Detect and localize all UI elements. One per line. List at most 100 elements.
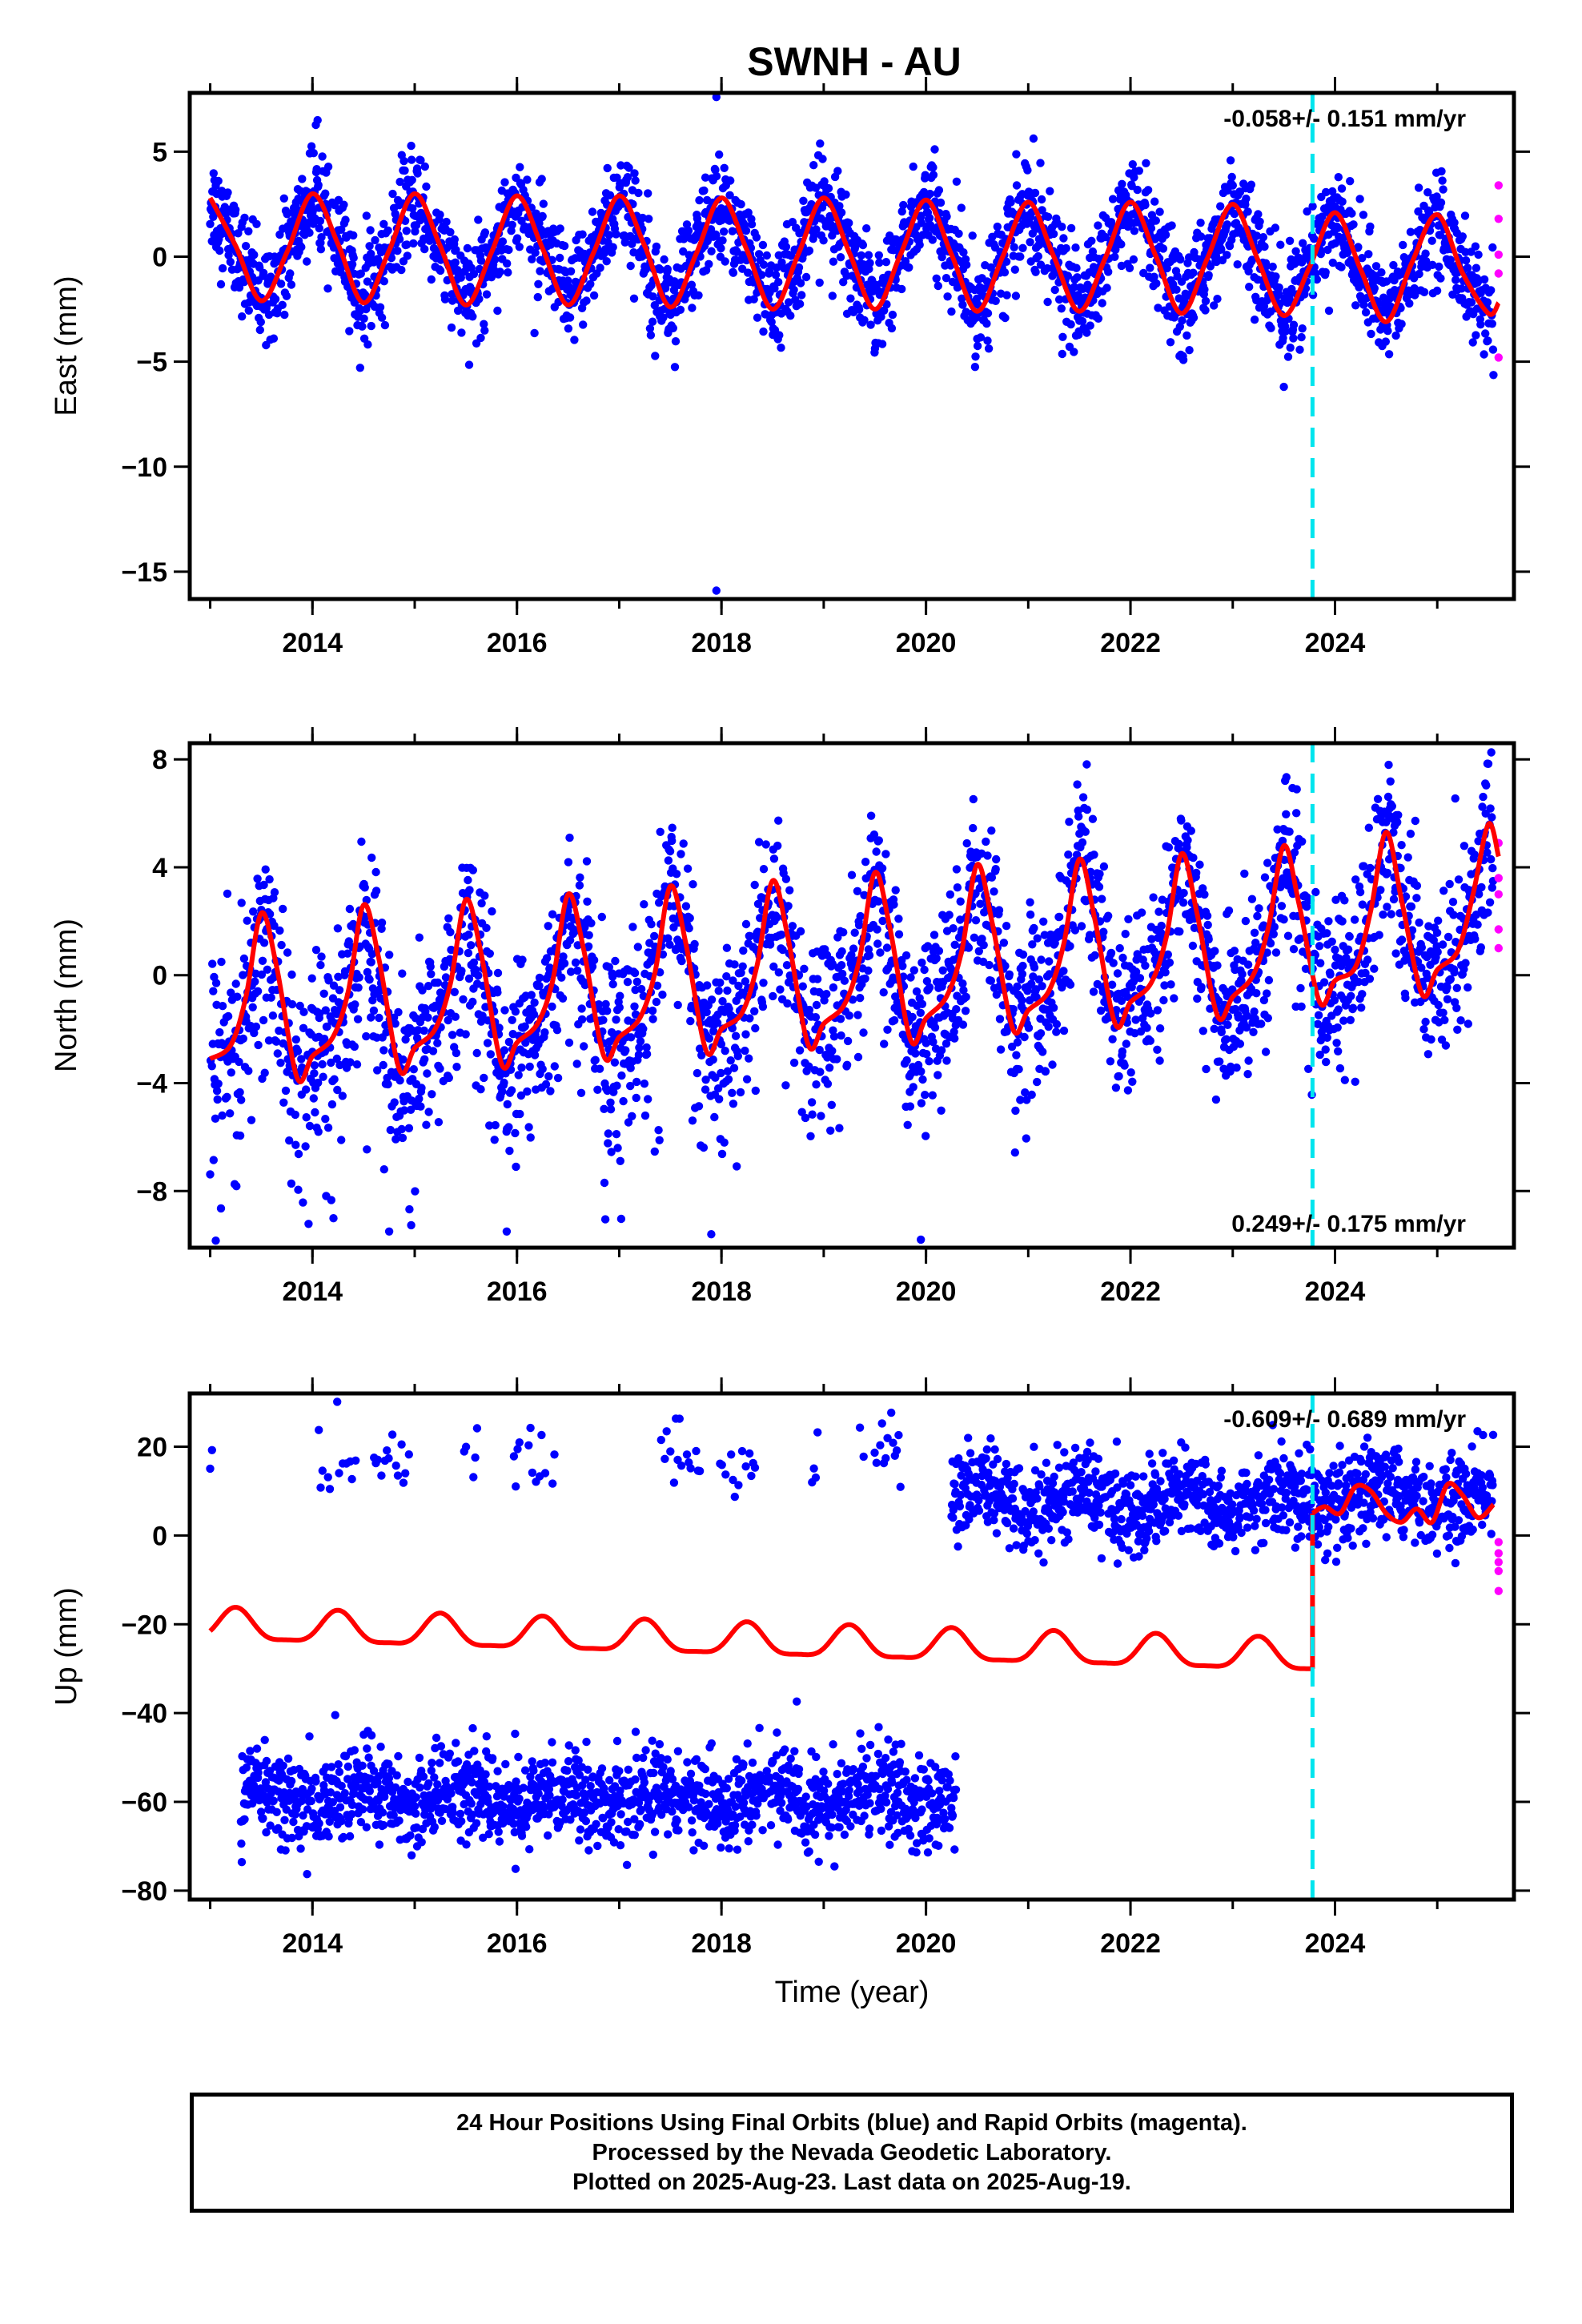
data-point <box>1155 1024 1165 1033</box>
data-point <box>420 1055 429 1064</box>
data-point <box>1038 1047 1047 1056</box>
data-point <box>235 1131 245 1140</box>
data-point <box>390 1098 399 1107</box>
data-point <box>209 169 218 178</box>
data-point <box>1052 1027 1061 1036</box>
data-point <box>612 1015 620 1024</box>
data-point <box>652 242 661 251</box>
data-point <box>371 867 380 877</box>
data-point <box>1146 263 1154 272</box>
data-point <box>862 224 871 233</box>
data-point <box>424 1108 433 1116</box>
data-point <box>1037 955 1046 964</box>
data-point <box>1182 843 1191 852</box>
data-point <box>942 274 951 283</box>
data-point <box>526 1133 535 1142</box>
data-point <box>465 886 474 895</box>
data-point <box>1487 286 1496 295</box>
data-point <box>616 1156 624 1166</box>
data-point <box>1450 218 1459 227</box>
data-point <box>728 1023 737 1033</box>
data-point <box>363 1145 371 1154</box>
data-point <box>783 999 792 1008</box>
x-tick-label: 2016 <box>487 628 548 658</box>
data-point <box>533 292 542 302</box>
data-point <box>214 176 223 186</box>
data-point <box>464 974 474 983</box>
data-point <box>1118 1047 1127 1056</box>
data-point <box>1263 1014 1273 1023</box>
data-point <box>385 951 394 959</box>
data-point <box>436 266 445 275</box>
data-point <box>671 337 681 346</box>
data-point <box>404 1124 414 1133</box>
data-point <box>1270 923 1279 931</box>
data-point <box>899 200 908 210</box>
data-point <box>415 1094 424 1104</box>
data-point <box>759 260 769 269</box>
data-point <box>1094 883 1104 891</box>
data-point <box>1322 187 1331 197</box>
data-point <box>1030 963 1039 972</box>
data-point <box>558 994 568 1003</box>
data-point <box>1016 1096 1025 1104</box>
x-tick-label: 2022 <box>1100 628 1161 658</box>
data-point <box>273 1049 282 1058</box>
data-point <box>252 219 261 228</box>
data-point <box>240 213 249 223</box>
data-point <box>733 1051 742 1061</box>
data-point <box>530 998 539 1007</box>
data-point <box>605 191 615 199</box>
data-point <box>628 1112 636 1121</box>
data-point <box>1364 250 1373 259</box>
data-point <box>1285 236 1295 245</box>
data-point <box>426 962 435 971</box>
data-point <box>899 972 908 981</box>
data-point <box>1018 970 1027 979</box>
data-point <box>894 930 904 939</box>
data-point <box>1269 930 1279 939</box>
data-point <box>949 924 958 933</box>
data-point <box>420 1026 428 1035</box>
data-point <box>333 924 343 933</box>
data-point <box>973 341 982 351</box>
data-point <box>583 897 592 907</box>
data-point <box>337 225 346 234</box>
data-point <box>1437 167 1446 176</box>
data-point <box>1022 1096 1031 1104</box>
data-point <box>636 984 646 994</box>
data-point <box>1043 297 1052 307</box>
data-point <box>1399 240 1407 250</box>
data-point <box>812 1080 821 1089</box>
data-point <box>424 982 433 991</box>
data-point <box>363 340 372 349</box>
data-point <box>1316 249 1326 259</box>
data-point <box>1472 331 1480 340</box>
data-point <box>1170 994 1178 1003</box>
data-point <box>447 323 456 332</box>
data-point <box>846 294 855 303</box>
data-point <box>828 1047 837 1055</box>
data-point <box>627 1033 636 1042</box>
data-point <box>283 210 291 219</box>
data-point <box>728 1088 737 1098</box>
data-point <box>1224 906 1234 915</box>
data-point <box>835 202 844 211</box>
data-point <box>375 303 385 312</box>
data-point <box>299 1007 308 1016</box>
data-point <box>778 945 787 955</box>
data-point <box>1123 992 1132 1002</box>
data-point <box>1066 942 1074 951</box>
data-point <box>1483 298 1492 307</box>
data-point <box>723 986 732 995</box>
data-point <box>600 1178 609 1188</box>
data-point <box>1023 166 1032 175</box>
data-point <box>1287 284 1296 294</box>
data-point <box>1310 234 1319 243</box>
rapid-orbit-point <box>1494 250 1504 259</box>
data-point <box>211 979 221 987</box>
data-point <box>715 1095 724 1104</box>
data-point <box>577 1015 587 1024</box>
data-point <box>1233 260 1242 269</box>
data-point <box>380 320 390 330</box>
